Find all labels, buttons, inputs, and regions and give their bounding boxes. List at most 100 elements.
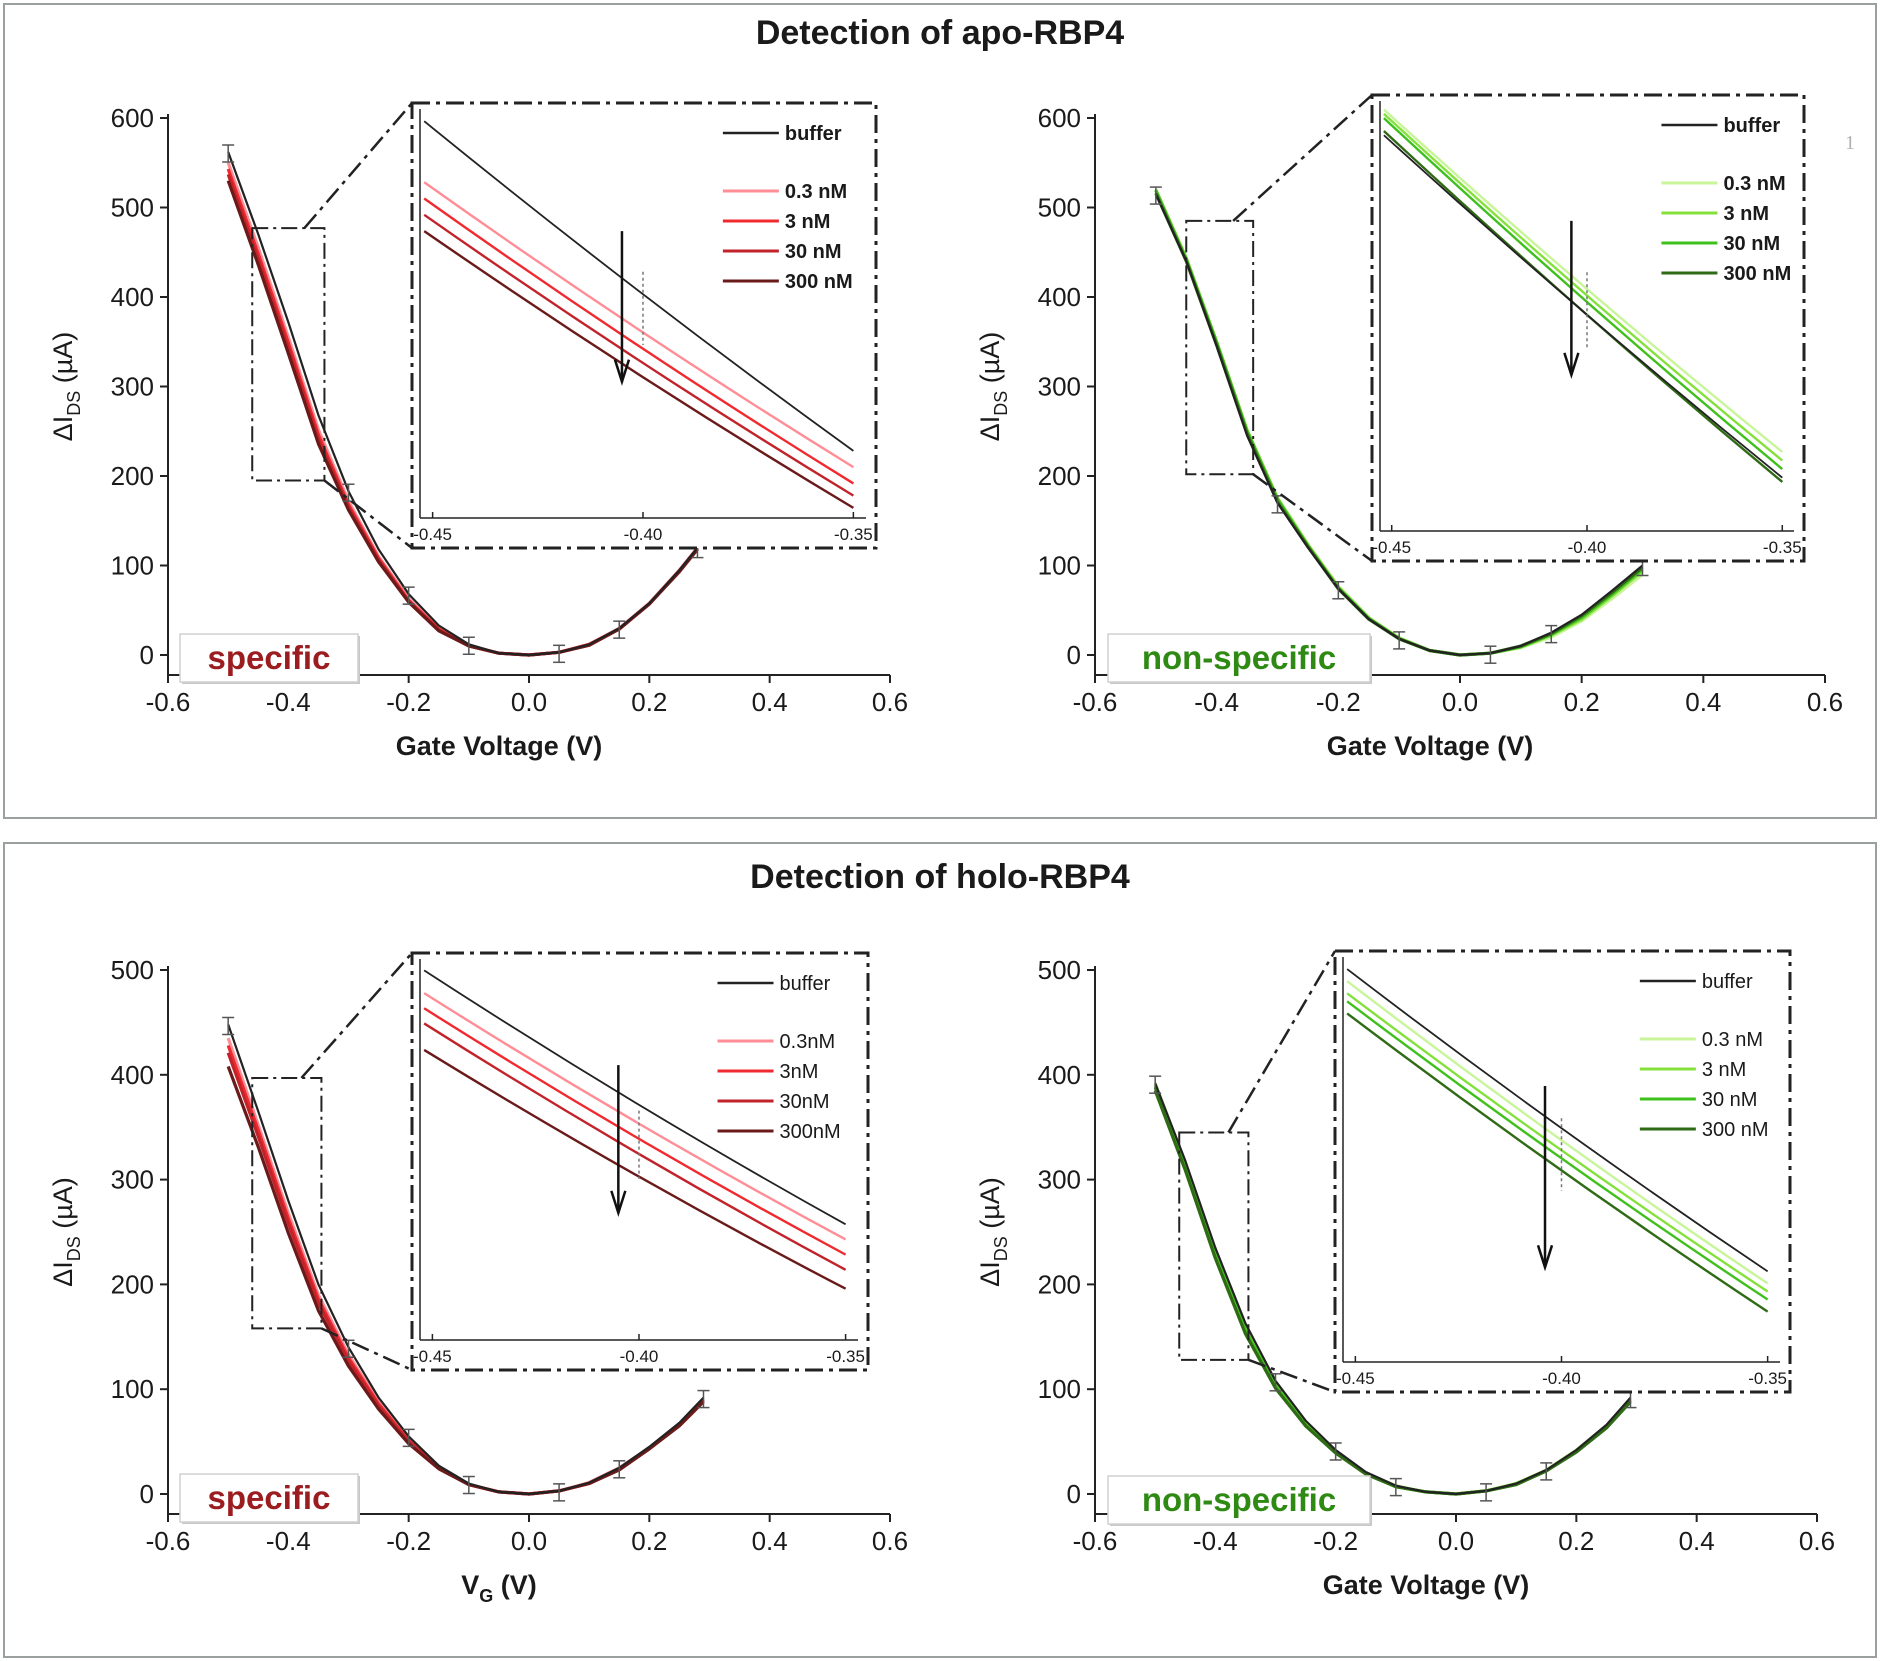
legend-label: buffer: [785, 123, 842, 145]
zoom-connector-top: [1232, 94, 1373, 222]
y-tick-label: 200: [1038, 1269, 1081, 1299]
x-tick-label: -0.4: [1194, 687, 1239, 717]
x-tick-label: 0.0: [511, 687, 547, 717]
y-axis-label-unit: (µA): [48, 1177, 78, 1236]
y-tick-label: 200: [111, 1269, 154, 1299]
legend-label: 3nM: [780, 1061, 819, 1083]
badge-box: [179, 1473, 359, 1523]
legend-label: 0.3 nM: [785, 181, 847, 203]
inset-x-tick-label: -0.35: [1763, 538, 1802, 557]
legend-label: 30 nM: [1723, 233, 1780, 255]
y-tick-label: 0: [1067, 640, 1081, 670]
inset-series-line-3-nM: [1346, 992, 1769, 1293]
inset-series-line-30-nM: [1383, 117, 1784, 471]
x-tick-label: -0.4: [266, 687, 311, 717]
zoom-box: [251, 1076, 323, 1330]
x-axis-label: Gate Voltage (V): [1327, 731, 1534, 761]
x-tick-label: -0.6: [146, 1526, 191, 1556]
inset-x-tick-label: -0.45: [1372, 538, 1411, 557]
legend-label: 30 nM: [1702, 1089, 1758, 1111]
x-tick-label: 0.4: [1679, 1526, 1715, 1556]
x-tick-label: -0.6: [1073, 687, 1118, 717]
x-tick-label: 0.6: [1807, 687, 1843, 717]
inset-frame: [410, 951, 870, 1372]
y-tick-label: 300: [111, 372, 154, 402]
legend-label: buffer: [1723, 115, 1780, 137]
y-axis-label: ΔIDS (µA): [48, 332, 84, 442]
inset-x-tick-label: -0.45: [413, 1347, 452, 1366]
y-tick-label: 100: [1038, 1374, 1081, 1404]
x-tick-label: -0.2: [386, 687, 431, 717]
zoom-box: [1185, 219, 1255, 476]
y-axis-label-unit: (µA): [975, 332, 1005, 391]
x-tick-label: 0.2: [631, 1526, 667, 1556]
y-axis-label-main: ΔI: [48, 1261, 78, 1287]
x-tick-label: -0.4: [266, 1526, 311, 1556]
zoom-connector-bottom: [1247, 1358, 1336, 1394]
stray-mark: 1: [1845, 132, 1855, 154]
y-axis-label-sub: DS: [991, 1236, 1011, 1261]
x-axis-label-main: V: [461, 1570, 479, 1600]
legend-label: 0.3 nM: [1723, 173, 1785, 195]
apo-panel-frame: [3, 3, 1877, 819]
y-axis-label-sub: DS: [991, 391, 1011, 416]
holo-panel-frame: [3, 842, 1877, 1658]
badge-box: [1107, 633, 1371, 683]
y-axis-label-main: ΔI: [975, 1261, 1005, 1287]
decrease-arrow-head: [1563, 352, 1580, 380]
x-axis-label: Gate Voltage (V): [1323, 1570, 1530, 1600]
inset-x-tick-label: -0.40: [620, 1347, 659, 1366]
y-tick-label: 400: [111, 1060, 154, 1090]
y-tick-label: 0: [1067, 1479, 1081, 1509]
x-tick-label: -0.6: [146, 687, 191, 717]
x-tick-label: -0.2: [386, 1526, 431, 1556]
legend-label: 30 nM: [785, 241, 842, 263]
x-tick-label: 0.6: [872, 1526, 908, 1556]
y-axis-label-sub: DS: [64, 391, 84, 416]
x-tick-label: 0.6: [1799, 1526, 1835, 1556]
y-axis-label: ΔIDS (µA): [48, 1177, 84, 1287]
y-tick-label: 300: [1038, 1165, 1081, 1195]
y-axis-label: ΔIDS (µA): [975, 1177, 1011, 1287]
inset-x-tick-label: -0.45: [413, 525, 452, 544]
y-tick-label: 0: [140, 640, 154, 670]
badge-label: specific: [208, 1479, 331, 1516]
inset-series-line-30-nM: [1346, 1000, 1769, 1301]
x-tick-label: 0.4: [1685, 687, 1721, 717]
legend-label: 0.3nM: [780, 1031, 836, 1053]
decrease-arrow-head: [613, 359, 631, 386]
x-tick-label: -0.2: [1316, 687, 1361, 717]
inset-series-line-buffer: [1346, 968, 1769, 1273]
legend-label: 300nM: [780, 1121, 841, 1143]
legend-label: 3 nM: [1702, 1059, 1746, 1081]
x-axis-label: Gate Voltage (V): [396, 731, 603, 761]
x-tick-label: 0.4: [752, 687, 788, 717]
inset-series-line-buffer: [423, 969, 847, 1226]
y-tick-label: 500: [1038, 193, 1081, 223]
holo-panel-title: Detection of holo-RBP4: [750, 858, 1130, 896]
inset-series-line-0.3-nM: [423, 181, 855, 469]
legend-label: 300 nM: [1702, 1119, 1769, 1141]
y-tick-label: 500: [111, 193, 154, 223]
legend-label: 0.3 nM: [1702, 1029, 1763, 1051]
y-axis-label-unit: (µA): [975, 1177, 1005, 1236]
y-axis-label-unit: (µA): [48, 332, 78, 391]
inset-series-line-300-nM: [1346, 1012, 1769, 1313]
x-tick-label: -0.2: [1313, 1526, 1358, 1556]
inset-series-line-0.3-nM: [1346, 980, 1769, 1285]
x-tick-label: 0.2: [1564, 687, 1600, 717]
inset-series-line-0.3-nM: [1383, 108, 1784, 453]
x-tick-label: 0.2: [1558, 1526, 1594, 1556]
x-tick-label: 0.2: [631, 687, 667, 717]
legend-label: 30nM: [780, 1091, 830, 1113]
decrease-arrow-head: [1536, 1244, 1554, 1272]
inset-series-line-30nM: [423, 1022, 847, 1271]
zoom-connector-top: [303, 102, 413, 229]
zoom-connector-bottom: [323, 479, 413, 549]
legend-label: 300 nM: [1723, 263, 1791, 285]
x-tick-label: 0.4: [752, 1526, 788, 1556]
inset-series-line-0.3nM: [423, 992, 847, 1241]
legend-label: buffer: [1702, 971, 1753, 993]
